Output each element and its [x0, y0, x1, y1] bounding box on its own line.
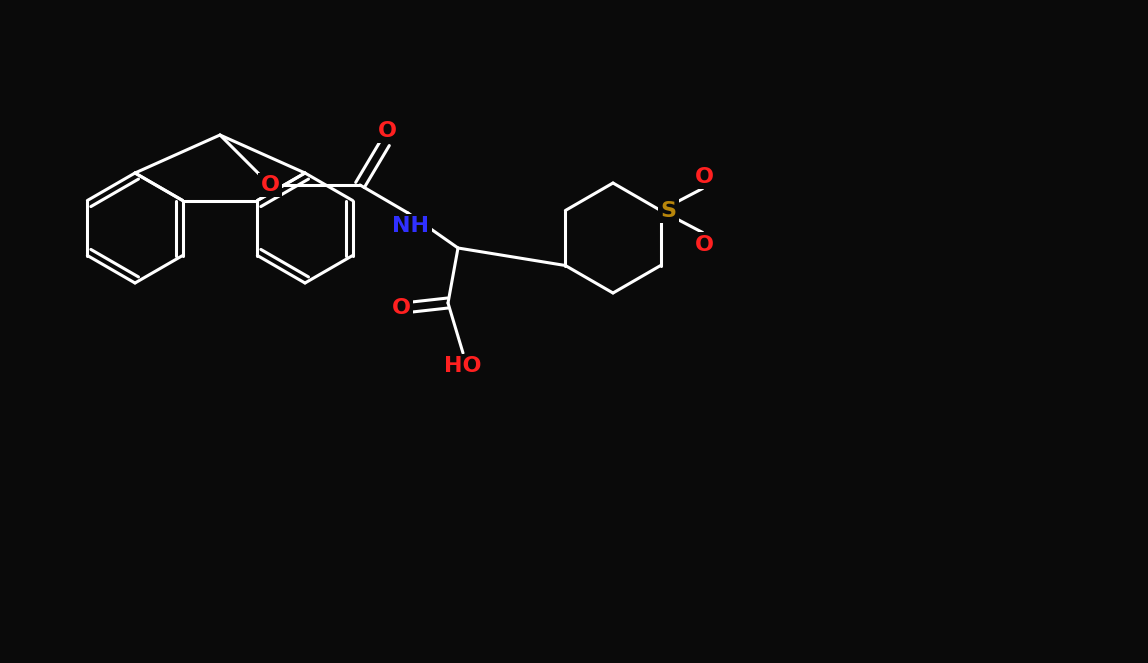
Text: NH: NH [393, 216, 429, 236]
Text: S: S [660, 200, 676, 221]
Text: O: O [696, 235, 714, 255]
Text: O: O [261, 175, 279, 195]
Text: O: O [696, 166, 714, 186]
Text: HO: HO [444, 356, 482, 376]
Text: O: O [378, 121, 396, 141]
Text: O: O [391, 298, 411, 318]
